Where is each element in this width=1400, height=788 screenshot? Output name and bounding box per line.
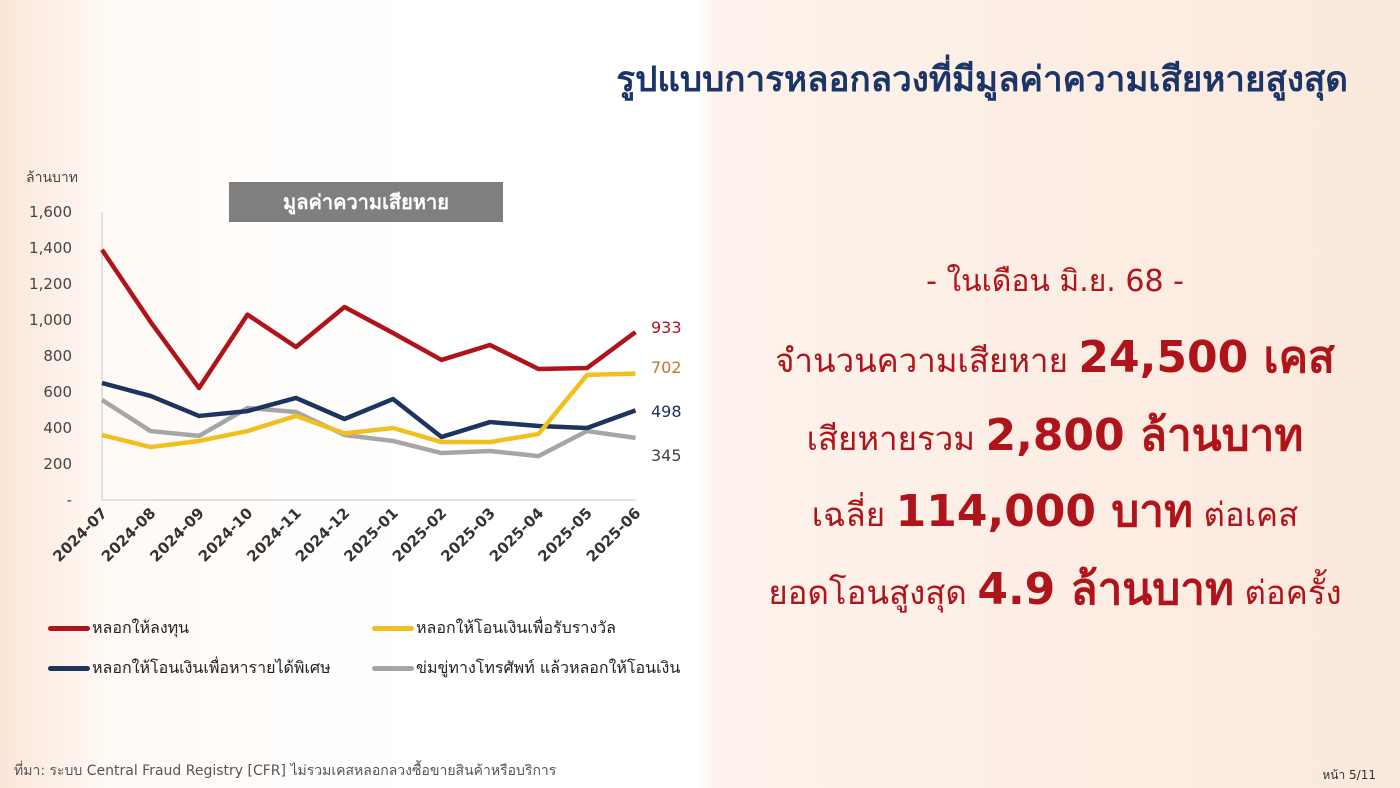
value: 24,500 เคส [1078, 332, 1335, 383]
legend-item: ข่มขู่ทางโทรศัพท์ แล้วหลอกให้โอนเงิน [372, 656, 680, 681]
label: ต่อเคส [1192, 495, 1299, 534]
y-tick-label: 1,400 [29, 239, 72, 257]
chart-title-box [229, 182, 503, 222]
chart-title: มูลค่าความเสียหาย [283, 190, 449, 216]
stats-month: - ในเดือน มิ.ย. 68 - [926, 264, 1184, 299]
end-data-label: 702 [651, 358, 682, 377]
legend-swatch [372, 626, 414, 631]
series-line [100, 248, 637, 391]
page-title: รูปแบบการหลอกลวงที่มีมูลค่าความเสียหายสู… [616, 60, 1348, 100]
y-tick-label: 1,000 [29, 311, 72, 329]
y-tick-label: 400 [43, 419, 72, 437]
y-tick-label: - [67, 491, 72, 509]
legend-swatch [48, 666, 90, 671]
page-number: หน้า 5/11 [1322, 768, 1376, 782]
legend-item: หลอกให้ลงทุน [48, 616, 189, 641]
stats-total: เสียหายรวม 2,800 ล้านบาท [710, 400, 1400, 470]
series-line [100, 398, 636, 459]
stats-max-transfer: ยอดโอนสูงสุด 4.9 ล้านบาท ต่อครั้ง [710, 554, 1400, 624]
legend-label: หลอกให้โอนเงินเพื่อหารายได้พิเศษ [92, 658, 331, 677]
stats-cases: จำนวนความเสียหาย 24,500 เคส [710, 322, 1400, 392]
label: จำนวนความเสียหาย [775, 341, 1079, 380]
end-data-label: 345 [651, 446, 682, 465]
value: 4.9 ล้านบาท [977, 564, 1234, 615]
value: 2,800 ล้านบาท [985, 410, 1304, 461]
y-axis-label: ล้านบาท [26, 170, 78, 186]
label: เสียหายรวม [806, 419, 986, 458]
legend-label: ข่มขู่ทางโทรศัพท์ แล้วหลอกให้โอนเงิน [416, 658, 681, 677]
y-tick-label: 600 [43, 383, 72, 401]
value: 114,000 บาท [895, 486, 1193, 537]
y-tick-label: 1,200 [29, 275, 72, 293]
label: เฉลี่ย [811, 495, 896, 534]
legend-swatch [48, 626, 90, 631]
legend-label: หลอกให้ลงทุน [92, 618, 190, 637]
label: ต่อครั้ง [1234, 573, 1342, 612]
series-line [101, 371, 636, 450]
legend-label: หลอกให้โอนเงินเพื่อรับรางวัล [416, 618, 616, 637]
legend-item: หลอกให้โอนเงินเพื่อหารายได้พิเศษ [48, 656, 331, 681]
stats-average: เฉลี่ย 114,000 บาท ต่อเคส [710, 476, 1400, 546]
source-note: ที่มา: ระบบ Central Fraud Registry [CFR]… [14, 763, 557, 779]
legend-swatch [372, 666, 414, 671]
end-data-label: 933 [651, 318, 682, 337]
y-tick-label: 200 [43, 455, 72, 473]
legend-item: หลอกให้โอนเงินเพื่อรับรางวัล [372, 616, 616, 641]
label: ยอดโอนสูงสุด [768, 573, 978, 612]
end-data-label: 498 [651, 402, 682, 421]
y-tick-label: 800 [43, 347, 72, 365]
y-tick-label: 1,600 [29, 203, 72, 221]
